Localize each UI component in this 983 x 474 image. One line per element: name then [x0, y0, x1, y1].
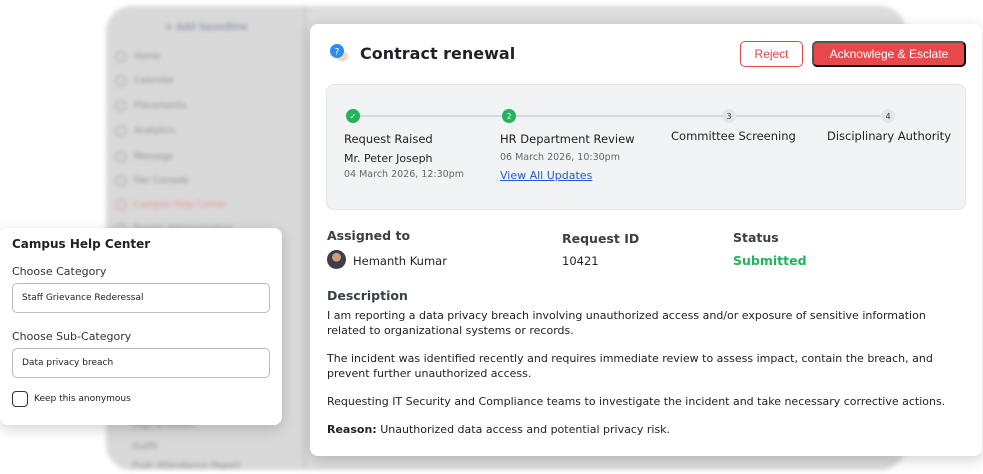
reason-label: Reason:: [327, 423, 377, 436]
bg-sidebar-item: Message: [116, 152, 173, 162]
bg-sidebar-item: Analytics: [116, 126, 175, 136]
subcategory-select[interactable]: Data privacy breach: [12, 348, 270, 378]
bg-item-label: Home: [134, 52, 161, 62]
description-text: I am reporting a data privacy breach inv…: [327, 308, 967, 450]
request-id-label: Request ID: [562, 231, 640, 246]
acknowledge-escalate-button[interactable]: Acknowlege & Esclate: [812, 41, 966, 67]
message-icon: [116, 152, 126, 162]
status-label: Status: [733, 230, 779, 245]
step-3-indicator: 3: [722, 109, 736, 123]
step-connector: [509, 115, 729, 117]
step-label: Request Raised: [344, 132, 433, 146]
svg-text:?: ?: [335, 48, 340, 58]
category-select[interactable]: Staff Grievance Rederessal: [12, 283, 270, 313]
bg-sidebar-item: Calendar: [116, 76, 174, 86]
bg-item-label: Analytics: [134, 126, 175, 136]
reject-button[interactable]: Reject: [740, 41, 803, 67]
description-paragraph: The incident was identified recently and…: [327, 352, 933, 380]
step-2: HR Department Review 06 March 2026, 10:3…: [500, 132, 635, 182]
help-icon: [116, 200, 126, 210]
placements-icon: [116, 101, 126, 111]
category-label: Choose Category: [12, 265, 107, 278]
bg-item-label: Calendar: [134, 76, 175, 86]
description-label: Description: [327, 288, 408, 303]
step-4-indicator: 4: [881, 109, 895, 123]
bg-bottom-item: Logs & Issues: [132, 420, 194, 430]
bg-add-button: + Add Savedline: [164, 22, 248, 33]
subcategory-label: Choose Sub-Category: [12, 330, 132, 343]
step-person: Mr. Peter Joseph: [344, 152, 433, 165]
analytics-icon: [116, 126, 126, 136]
calendar-icon: [116, 76, 126, 86]
anonymous-checkbox[interactable]: [12, 391, 28, 407]
bg-bottom-item: Outfit: [132, 442, 158, 452]
step-2-indicator: 2: [502, 109, 516, 123]
bg-sidebar-item-active: Campus Help Center: [116, 200, 227, 210]
step-4: Disciplinary Authority: [827, 129, 951, 143]
step-1: Request Raised Mr. Peter Joseph 04 March…: [344, 132, 464, 180]
home-icon: [116, 52, 126, 62]
bg-item-label: Message: [134, 152, 174, 162]
step-3: Committee Screening: [671, 129, 796, 143]
step-connector: [351, 115, 509, 117]
form-title: Campus Help Center: [12, 237, 151, 251]
bg-bottom-item: Push Attendance Report: [132, 461, 241, 470]
step-label: HR Department Review: [500, 132, 635, 146]
anonymous-label[interactable]: Keep this anonymous: [34, 394, 131, 404]
avatar: [327, 250, 346, 269]
description-paragraph: I am reporting a data privacy breach inv…: [327, 309, 926, 337]
progress-stepper: ✓ 2 3 4 Request Raised Mr. Peter Joseph …: [326, 84, 966, 210]
description-paragraph: Requesting IT Security and Compliance te…: [327, 395, 946, 408]
help-chat-icon: ?: [330, 44, 348, 61]
step-date: 06 March 2026, 10:30pm: [500, 152, 620, 163]
reason-text: Unauthorized data access and potential p…: [380, 423, 671, 436]
step-connector: [729, 115, 887, 117]
page-title: Contract renewal: [360, 44, 516, 63]
reason-line: Reason: Unauthorized data access and pot…: [327, 422, 967, 437]
bg-sidebar-item: Placements: [116, 101, 186, 111]
step-label: Committee Screening: [671, 129, 796, 143]
step-1-check-icon: ✓: [346, 109, 360, 123]
bg-item-label: Placements: [134, 101, 187, 111]
step-date: 04 March 2026, 12:30pm: [344, 169, 464, 180]
help-center-form: Campus Help Center Choose Category Staff…: [0, 228, 282, 425]
bg-sidebar-item: Home: [116, 52, 161, 62]
assigned-to-label: Assigned to: [327, 228, 411, 243]
bg-sidebar-item: Fair Console: [116, 176, 189, 186]
console-icon: [116, 176, 126, 186]
bg-item-label: Campus Help Center: [134, 200, 228, 210]
ticket-detail-card: ? Contract renewal Reject Acknowlege & E…: [310, 24, 982, 456]
bg-item-label: Fair Console: [134, 176, 189, 186]
assignee-name: Hemanth Kumar: [353, 254, 447, 268]
request-id-value: 10421: [562, 254, 599, 268]
status-badge: Submitted: [733, 253, 807, 268]
view-all-updates-link[interactable]: View All Updates: [500, 169, 593, 182]
step-label: Disciplinary Authority: [827, 129, 952, 143]
